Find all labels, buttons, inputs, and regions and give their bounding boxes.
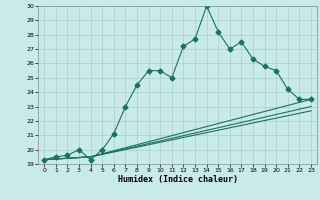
X-axis label: Humidex (Indice chaleur): Humidex (Indice chaleur)	[118, 175, 238, 184]
